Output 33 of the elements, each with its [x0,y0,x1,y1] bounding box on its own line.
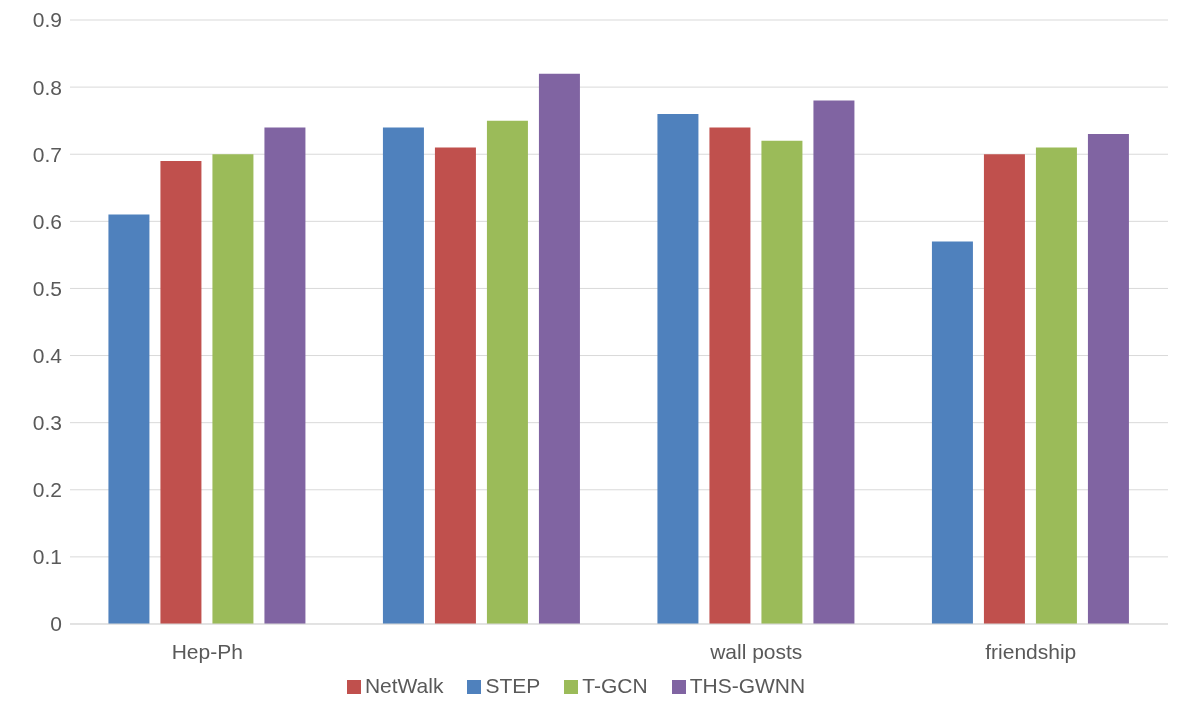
y-tick-label: 0 [50,612,62,636]
bar [761,140,803,624]
y-tick-label: 0.8 [32,75,62,99]
bar [657,113,699,624]
bar [108,214,150,624]
y-tick-label: 0.1 [32,545,62,569]
bar [160,160,202,624]
legend-label: NetWalk [364,674,444,697]
bar [709,127,751,624]
y-tick-label: 0.2 [32,478,62,502]
x-tick-label: Hep-Ph [171,639,243,663]
bar [264,127,306,624]
bar [486,120,528,624]
legend-label: THS-GWNN [689,674,806,697]
y-tick-label: 0.9 [32,8,62,32]
bar [1035,147,1077,624]
legend-label: T-GCN [582,674,648,697]
legend-label: STEP [485,674,541,697]
bar [434,147,476,624]
bar [382,127,424,624]
y-tick-label: 0.7 [32,142,62,166]
bar [212,154,254,624]
bar [538,73,580,624]
x-tick-label: friendship [985,639,1077,663]
y-tick-label: 0.5 [32,276,62,300]
bar [931,241,973,624]
y-tick-label: 0.4 [32,344,63,368]
bar [1087,134,1129,624]
bar [983,154,1025,624]
y-tick-label: 0.3 [32,411,62,435]
y-tick-label: 0.6 [32,209,62,233]
bar [813,100,855,624]
x-tick-label: wall posts [709,639,803,663]
